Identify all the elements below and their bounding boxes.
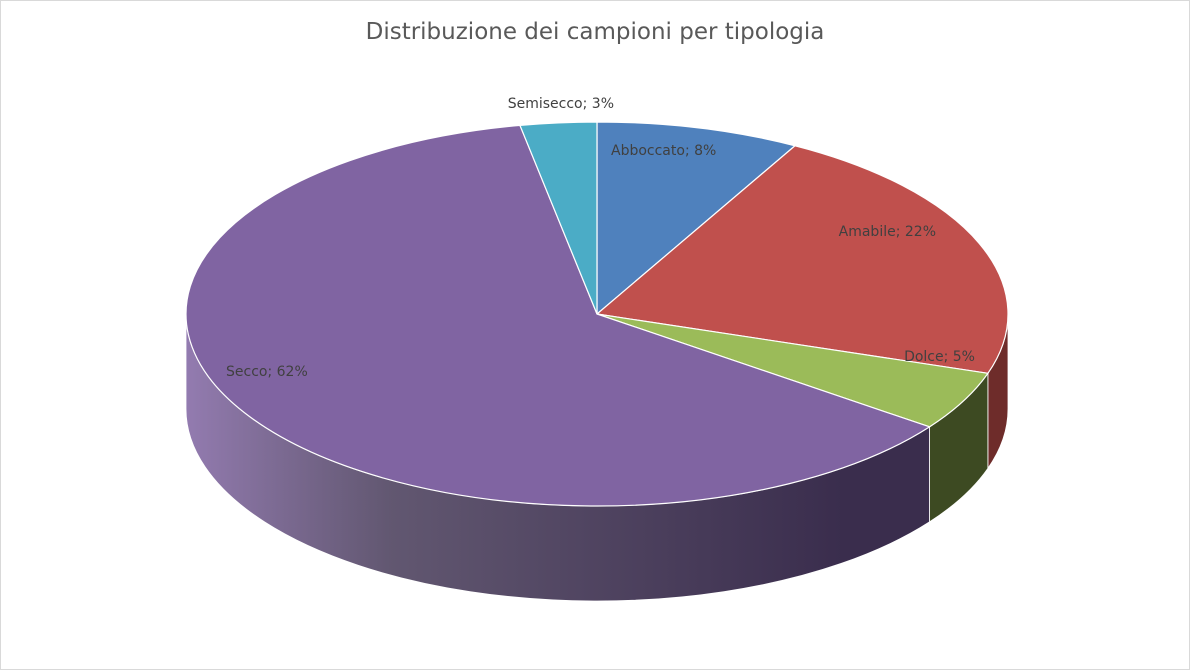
pie-slice-abboccato[interactable] [596,121,797,316]
chart-title: Distribuzione dei campioni per tipologia [365,19,825,45]
pie-slice-semisecco[interactable] [519,121,598,315]
data-label-dolce: Dolce; 5% [904,349,975,365]
data-label-secco: Secco; 62% [226,364,308,380]
data-label-semisecco: Semisecco; 3% [508,96,614,112]
pie-slice-amabile[interactable] [595,145,1009,374]
pie-slice-secco[interactable] [185,124,931,507]
data-label-amabile: Amabile; 22% [839,224,936,240]
data-label-abboccato: Abboccato; 8% [611,143,716,159]
